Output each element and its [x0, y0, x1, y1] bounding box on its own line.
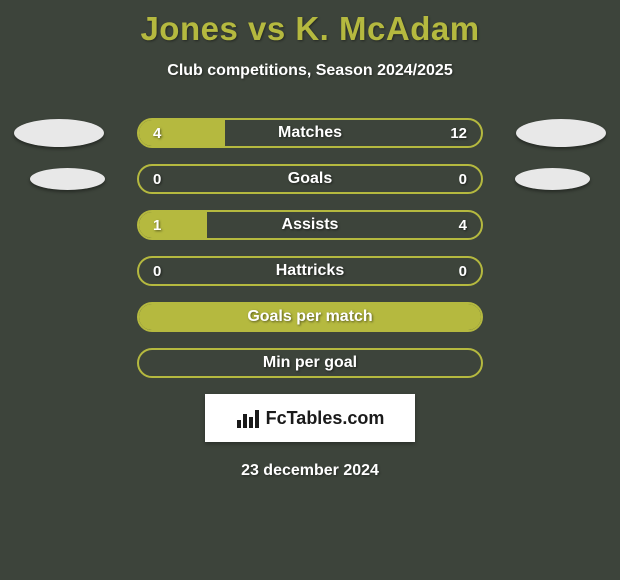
stat-label: Hattricks	[139, 258, 481, 284]
subtitle: Club competitions, Season 2024/2025	[0, 62, 620, 80]
stat-row: 412Matches	[0, 118, 620, 148]
stat-row: 14Assists	[0, 210, 620, 240]
stat-label: Min per goal	[139, 350, 481, 376]
stat-bar: 412Matches	[137, 118, 483, 148]
stat-label: Goals	[139, 166, 481, 192]
comparison-infographic: Jones vs K. McAdam Club competitions, Se…	[0, 0, 620, 580]
stats-area: 412Matches 00Goals 14Assists 00Hattricks Goa…	[0, 118, 620, 378]
team-indicator-right	[516, 119, 606, 147]
stat-row: 00Goals	[0, 164, 620, 194]
stat-bar: Goals per match	[137, 302, 483, 332]
stat-row: Goals per match	[0, 302, 620, 332]
stat-bar: 14Assists	[137, 210, 483, 240]
brand-box: FcTables.com	[205, 394, 415, 442]
chart-bars-icon	[236, 408, 260, 428]
stat-label: Goals per match	[139, 304, 481, 330]
brand-text: FcTables.com	[266, 408, 385, 429]
team-indicator-left	[14, 119, 104, 147]
team-indicator-right	[515, 168, 590, 190]
stat-bar: 00Goals	[137, 164, 483, 194]
stat-label: Assists	[139, 212, 481, 238]
stat-bar: 00Hattricks	[137, 256, 483, 286]
stat-row: Min per goal	[0, 348, 620, 378]
stat-row: 00Hattricks	[0, 256, 620, 286]
date-text: 23 december 2024	[0, 462, 620, 480]
page-title: Jones vs K. McAdam	[0, 0, 620, 48]
team-indicator-left	[30, 168, 105, 190]
stat-label: Matches	[139, 120, 481, 146]
stat-bar: Min per goal	[137, 348, 483, 378]
